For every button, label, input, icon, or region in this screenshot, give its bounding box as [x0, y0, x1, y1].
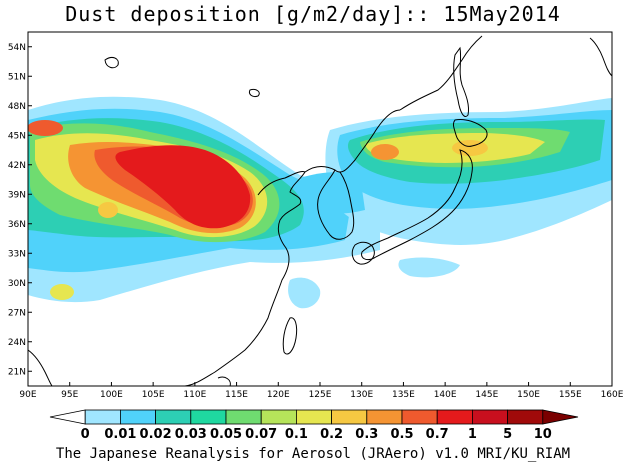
colorbar-swatch — [260, 409, 297, 425]
colorbar-swatch — [190, 409, 227, 425]
lat-tick-label: 48N — [8, 102, 26, 112]
colorbar-label: 0.05 — [210, 427, 242, 442]
dust-patch-south — [288, 277, 321, 309]
colorbar-label: 0.5 — [390, 427, 413, 442]
map-title: Dust deposition [g/m2/day]:: 15May2014 — [65, 2, 561, 26]
lon-tick-label: 145E — [475, 390, 498, 400]
colorbar-swatch — [331, 409, 368, 425]
lon-tick-label: 110E — [183, 390, 206, 400]
axis-ticks: 90E 95E 100E 105E 110E 115E 120E 125E 130E 135E 14… — [8, 43, 624, 400]
lake-outline — [104, 57, 119, 69]
lat-tick-label: 51N — [8, 72, 26, 82]
coastlines — [28, 35, 612, 386]
lon-tick-label: 100E — [100, 390, 123, 400]
lon-tick-label: 90E — [19, 390, 36, 400]
colorbar-swatch — [49, 409, 86, 425]
lat-tick-label: 36N — [8, 220, 26, 230]
colorbar-label: 0 — [81, 427, 90, 442]
taiwan-coastline — [282, 317, 298, 355]
colorbar-label: 0.2 — [320, 427, 343, 442]
lat-tick-label: 30N — [8, 279, 26, 289]
colorbar-label: 0.7 — [426, 427, 449, 442]
bohai-coastline — [304, 109, 401, 173]
colorbar-swatch — [471, 409, 508, 425]
colorbar: 0 0.01 0.02 0.03 0.05 0.07 0.1 0.2 0.3 0.5 0.7 1 5 10 — [49, 409, 579, 442]
colorbar-label: 10 — [534, 427, 552, 442]
colorbar-swatch — [542, 409, 579, 425]
colorbar-label: 1 — [468, 427, 477, 442]
colorbar-swatch — [295, 409, 332, 425]
lon-tick-label: 135E — [392, 390, 415, 400]
colorbar-swatch — [225, 409, 262, 425]
colorbar-label: 0.1 — [285, 427, 308, 442]
colorbar-swatch — [84, 409, 121, 425]
china-coastline — [184, 171, 306, 386]
colorbar-swatch — [155, 409, 192, 425]
hainan-coastline — [217, 376, 231, 386]
colorbar-swatch — [366, 409, 403, 425]
lon-tick-label: 115E — [225, 390, 248, 400]
lat-tick-label: 54N — [8, 43, 26, 53]
lat-tick-label: 45N — [8, 131, 26, 141]
colorbar-label: 0.02 — [140, 427, 172, 442]
colorbar-swatch — [120, 409, 157, 425]
lon-tick-label: 120E — [267, 390, 290, 400]
lon-tick-label: 105E — [142, 390, 165, 400]
kyushu-coastline — [351, 241, 375, 265]
credit-line: The Japanese Reanalysis for Aerosol (JRA… — [55, 446, 571, 462]
colorbar-swatch — [436, 409, 473, 425]
lon-tick-label: 130E — [350, 390, 373, 400]
lat-tick-label: 21N — [8, 367, 26, 377]
colorbar-label: 0.3 — [355, 427, 378, 442]
honshu-coastline — [361, 149, 473, 261]
dust-patch-west-central — [98, 202, 118, 218]
dust-patch-southwest — [50, 284, 74, 300]
lake-outline-2 — [249, 89, 260, 97]
colorbar-swatch — [507, 409, 544, 425]
dust-bridge — [300, 172, 365, 214]
dust-plume-west-core — [115, 145, 251, 229]
colorbar-label: 0.01 — [104, 427, 136, 442]
lon-tick-label: 155E — [559, 390, 582, 400]
dust-patch-northwest — [28, 120, 63, 136]
sakhalin-coastline — [453, 46, 469, 117]
lat-tick-label: 24N — [8, 338, 26, 348]
dust-field — [28, 35, 612, 386]
lon-tick-label: 150E — [517, 390, 540, 400]
lon-tick-label: 125E — [309, 390, 332, 400]
colorbar-swatch — [401, 409, 438, 425]
korea-coastline — [317, 169, 355, 240]
colorbar-label: 5 — [503, 427, 512, 442]
dust-patch-east-orange — [371, 144, 399, 160]
sea-coastline — [28, 349, 53, 386]
lat-tick-label: 39N — [8, 190, 26, 200]
kamchatka-coastline — [589, 37, 612, 77]
dust-patch-east-south — [398, 257, 460, 278]
colorbar-label: 0.03 — [175, 427, 207, 442]
lat-tick-label: 27N — [8, 308, 26, 318]
lat-tick-label: 42N — [8, 161, 26, 171]
lat-tick-label: 33N — [8, 249, 26, 259]
hokkaido-coastline — [452, 119, 488, 147]
dust-patch-east-yellow — [452, 140, 488, 156]
colorbar-label: 0.07 — [245, 427, 277, 442]
lon-tick-label: 95E — [61, 390, 78, 400]
lon-tick-label: 140E — [434, 390, 457, 400]
lon-tick-label: 160E — [601, 390, 624, 400]
russia-coastline — [399, 35, 483, 111]
